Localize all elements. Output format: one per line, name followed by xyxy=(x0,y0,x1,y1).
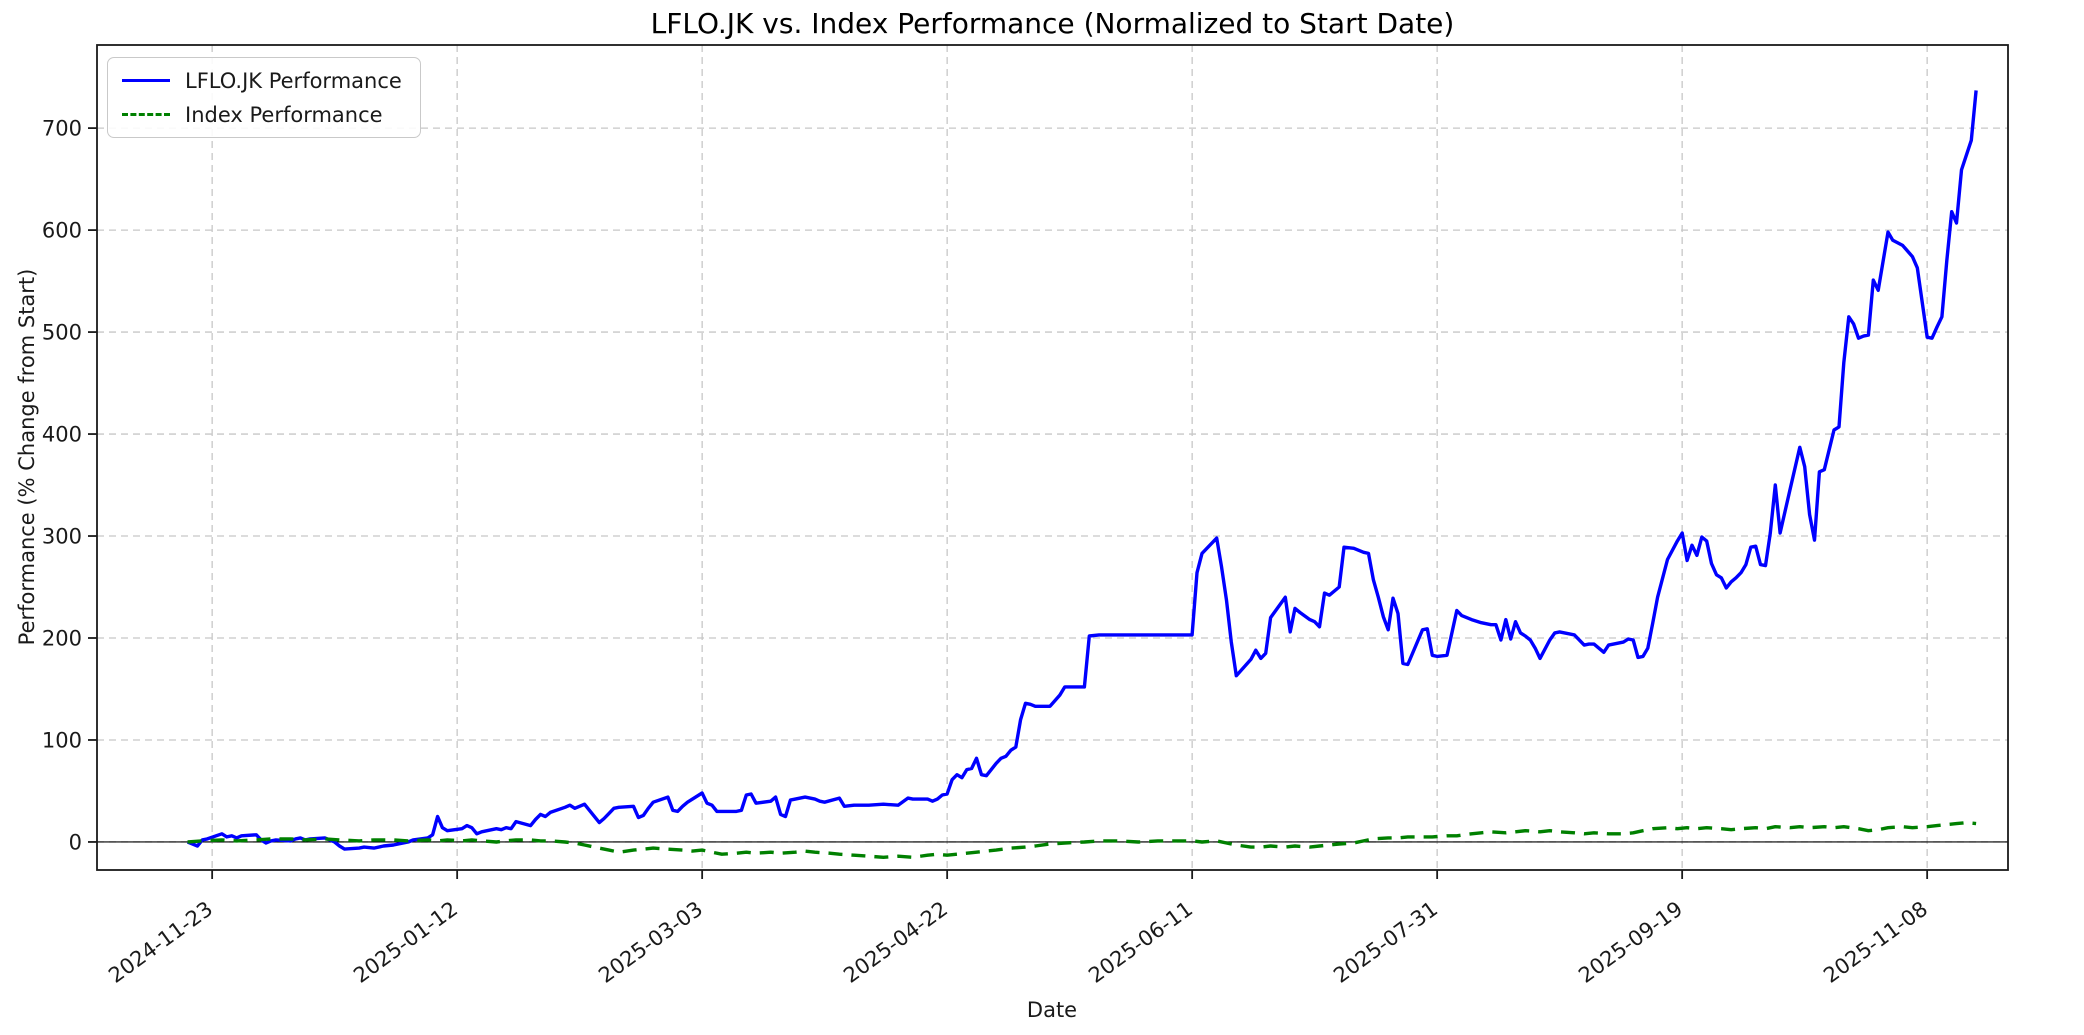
x-tick-label: 2025-06-11 xyxy=(1084,897,1197,988)
x-axis-label: Date xyxy=(1026,998,1078,1022)
legend-item-index: Index Performance xyxy=(122,101,402,128)
series-line-lflo xyxy=(186,90,1978,851)
y-tick-label: 600 xyxy=(42,219,82,243)
legend-line-sample-solid xyxy=(122,79,170,82)
x-tick-label: 2025-03-03 xyxy=(594,897,707,988)
series-line-index xyxy=(187,820,1977,859)
x-tick-label: 2024-11-23 xyxy=(104,897,217,988)
y-tick-label: 0 xyxy=(69,830,82,854)
y-tick-label: 200 xyxy=(42,627,82,651)
legend-label-lflo: LFLO.JK Performance xyxy=(185,68,402,93)
chart-title: LFLO.JK vs. Index Performance (Normalize… xyxy=(650,7,1455,40)
legend-line-sample-dashed xyxy=(122,113,170,116)
x-tick-label: 2025-01-12 xyxy=(349,897,462,988)
x-tick-label: 2025-11-08 xyxy=(1819,897,1932,988)
legend-item-lflo: LFLO.JK Performance xyxy=(122,67,402,94)
y-tick-label: 700 xyxy=(42,117,82,141)
grid xyxy=(97,45,2008,870)
y-tick-label: 100 xyxy=(42,728,82,752)
legend: LFLO.JK Performance Index Performance xyxy=(107,57,421,138)
y-tick-label: 400 xyxy=(42,423,82,447)
y-tick-labels: 0 100 200 300 400 500 600 700 xyxy=(42,117,82,855)
x-tick-label: 2025-07-31 xyxy=(1329,897,1442,988)
x-tick-labels: 2024-11-23 2025-01-12 2025-03-03 2025-04-22… xyxy=(104,897,1932,988)
y-tick-label: 500 xyxy=(42,321,82,345)
legend-label-index: Index Performance xyxy=(185,102,383,127)
y-tick-label: 300 xyxy=(42,525,82,549)
x-tick-label: 2025-04-22 xyxy=(839,897,952,988)
tick-marks xyxy=(88,127,1929,879)
x-tick-label: 2025-09-19 xyxy=(1574,897,1687,988)
axes-spines xyxy=(96,44,2009,871)
